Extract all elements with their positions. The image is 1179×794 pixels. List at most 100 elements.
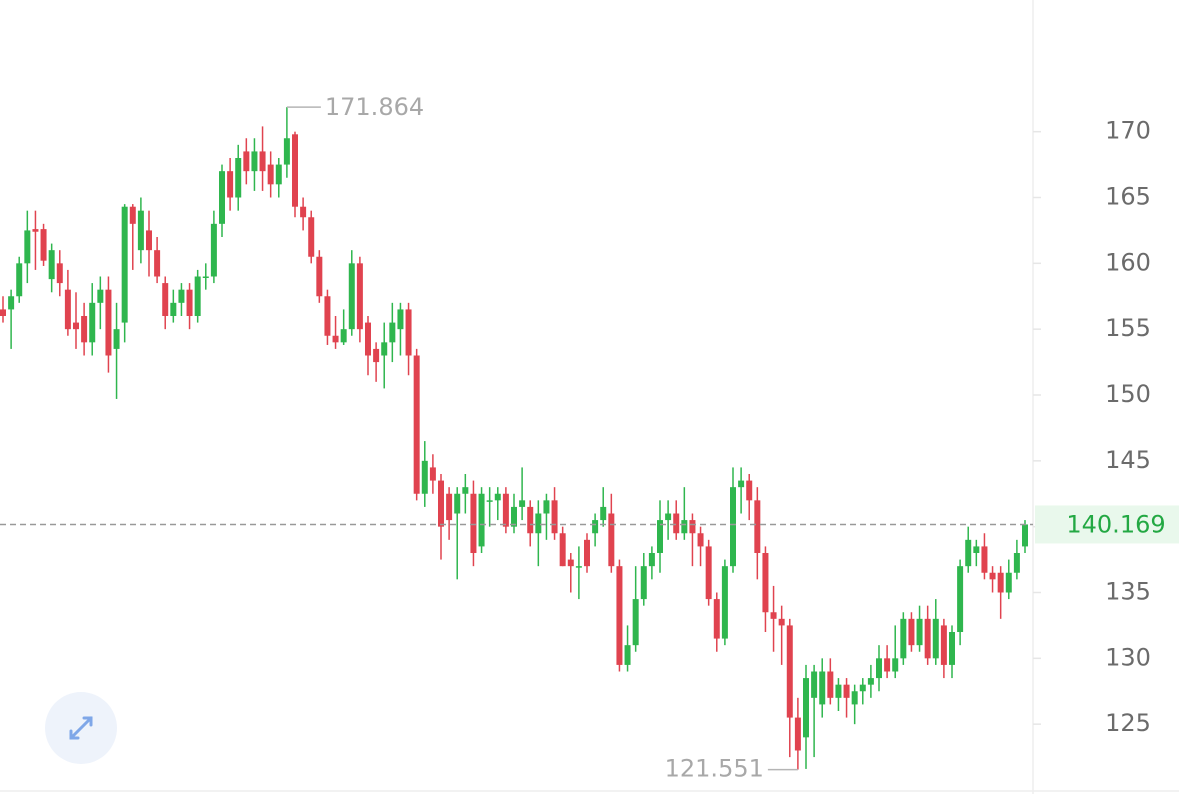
- candle-body: [543, 500, 550, 514]
- candle-body: [600, 506, 607, 521]
- candle-body: [997, 572, 1004, 593]
- candle-body: [859, 684, 866, 692]
- candle-body: [113, 329, 120, 349]
- candle-body: [97, 289, 104, 303]
- candle-body: [186, 289, 193, 316]
- y-tick-label: 135: [1105, 578, 1151, 606]
- candle-body: [786, 625, 793, 718]
- candle-body: [219, 171, 225, 224]
- candle-body: [413, 355, 420, 494]
- candle-body: [348, 263, 355, 330]
- candle-body: [56, 263, 63, 284]
- candle-body: [511, 506, 517, 527]
- y-tick-label: 165: [1105, 183, 1151, 211]
- candle-body: [705, 546, 712, 600]
- candle-body: [202, 276, 209, 278]
- candle-body: [251, 151, 258, 172]
- candle-body: [754, 500, 761, 553]
- candle-body: [64, 289, 71, 330]
- candle-body: [243, 151, 250, 172]
- candle-body: [965, 539, 972, 567]
- candle-body: [559, 533, 566, 567]
- candle-body: [730, 487, 736, 567]
- candle-body: [900, 618, 907, 659]
- candle-body: [884, 658, 891, 672]
- min-marker-label: 121.551: [665, 755, 764, 783]
- candle-body: [454, 493, 461, 514]
- candle-body: [738, 480, 745, 488]
- candle-body: [275, 164, 282, 185]
- candle-body: [924, 618, 931, 659]
- candle-body: [259, 151, 266, 172]
- candle-body: [40, 229, 47, 261]
- candle-body: [389, 322, 396, 343]
- candle-body: [762, 553, 769, 613]
- candle-body: [1005, 572, 1012, 593]
- y-tick-label: 155: [1105, 314, 1151, 342]
- candle-body: [916, 618, 923, 646]
- candle-body: [640, 566, 647, 600]
- y-tick-label: 170: [1105, 117, 1151, 145]
- y-tick-label: 145: [1105, 446, 1151, 474]
- candle-body: [81, 316, 88, 343]
- candle-body: [803, 678, 809, 738]
- last-price-bg: [1035, 505, 1179, 544]
- candle-body: [73, 322, 79, 330]
- candle-body: [632, 599, 639, 646]
- candle-body: [1013, 553, 1020, 573]
- candle-body: [811, 671, 818, 698]
- candle-body: [697, 533, 704, 547]
- candle-body: [292, 134, 298, 207]
- candle-body: [932, 618, 939, 659]
- candle-body: [16, 263, 23, 297]
- candle-body: [421, 460, 428, 494]
- candle-body: [657, 520, 663, 553]
- expand-button[interactable]: [45, 692, 117, 764]
- candle-body: [170, 302, 177, 316]
- candle-body: [648, 553, 655, 567]
- y-tick-label: 160: [1105, 248, 1151, 276]
- candle-body: [843, 684, 850, 698]
- candle-body: [713, 599, 720, 639]
- candle-body: [592, 520, 599, 534]
- candle-body: [283, 138, 290, 165]
- y-tick-label: 150: [1105, 380, 1151, 408]
- candle-body: [584, 539, 590, 567]
- candle-body: [908, 618, 915, 646]
- candle-body: [551, 500, 558, 534]
- candle-body: [137, 210, 144, 251]
- y-tick-label: 130: [1105, 643, 1151, 671]
- candle-body: [770, 612, 777, 619]
- candle-body: [429, 467, 436, 481]
- candle-body: [527, 506, 534, 534]
- candle-body: [827, 671, 834, 698]
- candle-body: [973, 546, 980, 553]
- candle-body: [316, 256, 323, 297]
- candle-body: [486, 500, 493, 502]
- expand-icon[interactable]: [69, 716, 93, 740]
- candle-body: [8, 296, 15, 310]
- candle-body: [267, 164, 274, 185]
- max-marker-label: 171.864: [325, 93, 424, 121]
- candle-body: [981, 546, 988, 573]
- candle-body: [470, 493, 477, 553]
- candle-body: [689, 520, 696, 534]
- candle-body: [194, 276, 201, 316]
- candle-body: [446, 493, 453, 521]
- candle-body: [300, 206, 307, 218]
- candle-body: [332, 335, 339, 343]
- candle-body: [608, 513, 615, 567]
- y-tick-label: 125: [1105, 709, 1151, 737]
- candle-body: [949, 632, 955, 665]
- candle-body: [129, 206, 136, 224]
- candle-body: [462, 487, 469, 494]
- candle-body: [575, 566, 582, 568]
- candle-body: [48, 250, 55, 280]
- candle-body: [227, 171, 234, 198]
- candle-body: [405, 309, 412, 356]
- candle-body: [365, 322, 371, 356]
- candle-body: [324, 296, 331, 336]
- candle-body: [616, 566, 623, 665]
